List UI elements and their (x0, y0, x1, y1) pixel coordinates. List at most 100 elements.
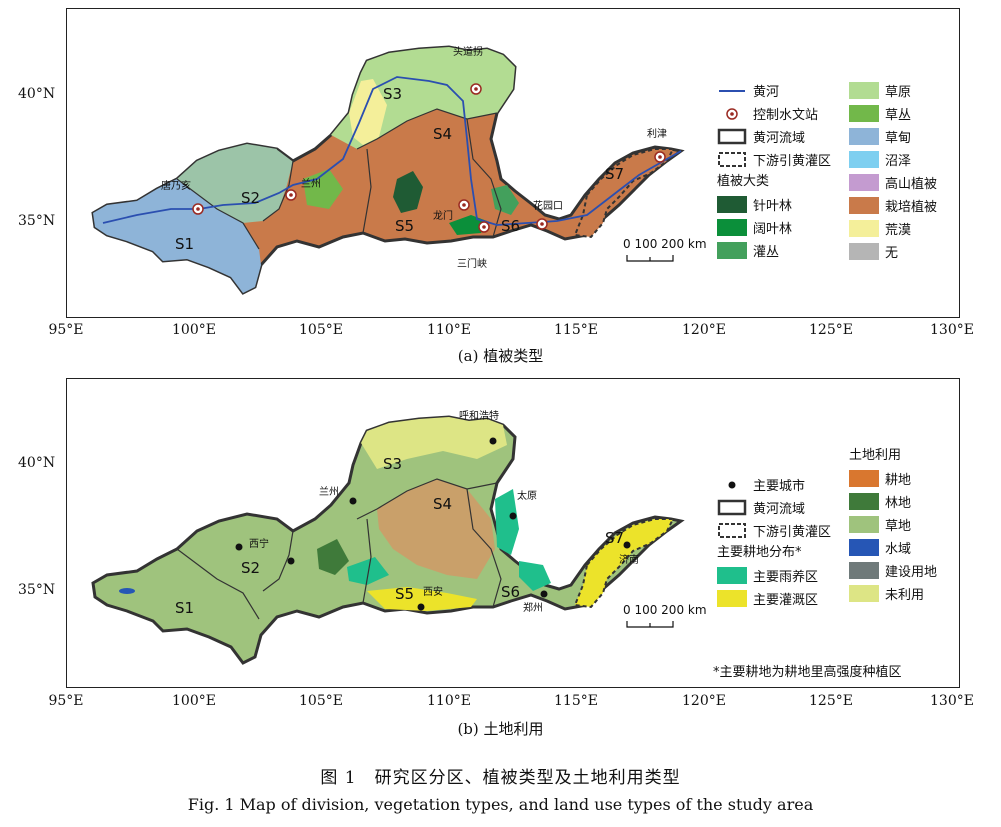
x-tick-label: 115°E (554, 693, 598, 709)
city-label: 呼和浩特 (459, 410, 499, 422)
scale-bar (626, 621, 674, 628)
figure-caption-en: Fig. 1 Map of division, vegetation types… (187, 795, 814, 814)
city-label: 太原 (517, 489, 537, 502)
panel-a-subtitle: (a) 植被类型 (457, 347, 544, 365)
legend-item-alpine: 高山植被 (849, 171, 937, 194)
station-label: 利津 (647, 128, 667, 140)
x-tick-label: 125°E (809, 322, 853, 338)
vegetation-map-svg: S1 S2 S3 S4 S5 S6 S7 唐乃亥 兰州 头道拐 龙门 三门峡 花… (91, 45, 685, 295)
city-dot (623, 541, 631, 549)
region-label-s4: S4 (433, 495, 452, 513)
legend-heading-cropland: 主要耕地分布* (717, 545, 802, 560)
city-dot (287, 557, 295, 565)
city-label: 西宁 (249, 537, 269, 550)
x-tick-label: 120°E (682, 693, 726, 709)
y-tick-label: 40°N (18, 86, 56, 102)
legend-heading-vegetation: 植被大类 (717, 174, 770, 189)
legend-item-grassland: 草地 (849, 513, 937, 536)
x-tick-label: 130°E (930, 322, 974, 338)
city-label: 兰州 (319, 485, 339, 498)
legend-heading-land-use: 土地利用 (849, 448, 902, 463)
legend-item-basin: 黄河流域 (717, 125, 831, 148)
legend-item-forest: 林地 (849, 490, 937, 513)
vegetation-legend-primary: 黄河 控制水文站 黄河流域 下游引黄灌区 植被大类 针叶林 阔叶林 灌丛 (717, 79, 831, 262)
city-dot (349, 497, 357, 505)
region-boundaries (176, 478, 502, 620)
region-label-s2: S2 (241, 189, 260, 207)
scale-bar (626, 255, 674, 262)
legend-item-grass: 草丛 (849, 102, 937, 125)
x-tick-label: 100°E (172, 322, 216, 338)
region-label-s3: S3 (383, 85, 402, 103)
city-dot (235, 543, 243, 551)
land-use-map-svg: S1 S2 S3 S4 S5 S6 S7 呼和浩特 兰州 太原 西宁 西安 郑州 (91, 410, 685, 665)
cropland-footnote: *主要耕地为耕地里高强度种植区 (713, 665, 902, 680)
city-label: 济南 (619, 553, 639, 566)
x-tick-label: 115°E (554, 322, 598, 338)
region-label-s2: S2 (241, 559, 260, 577)
region-label-s6: S6 (501, 583, 520, 601)
desert-zone (349, 79, 387, 145)
legend-item-irrigation: 下游引黄灌区 (717, 148, 831, 171)
water-body (119, 588, 135, 594)
region-label-s1: S1 (175, 235, 194, 253)
legend-item-broadleaf: 阔叶林 (717, 216, 831, 239)
region-label-s5: S5 (395, 217, 414, 235)
legend-item-irrigation: 下游引黄灌区 (717, 519, 831, 542)
region-boundaries (176, 108, 502, 250)
x-tick-label: 110°E (427, 693, 471, 709)
station-label: 龙门 (433, 209, 453, 222)
irrigation-zone-wei (367, 587, 477, 611)
city-dot (489, 437, 497, 445)
station-markers (192, 83, 666, 233)
station-label: 三门峡 (457, 257, 487, 270)
x-tick-label: 130°E (930, 693, 974, 709)
region-label-s1: S1 (175, 599, 194, 617)
legend-item-steppe: 草原 (849, 79, 937, 102)
unused-land-zone (361, 417, 507, 469)
y-tick-label: 35°N (18, 213, 56, 229)
land-use-legend-primary: 主要城市 黄河流域 下游引黄灌区 主要耕地分布* 主要雨养区 主要灌溉区 (717, 473, 831, 610)
grassland-zone-s2 (177, 144, 293, 223)
legend-item-marsh: 沼泽 (849, 148, 937, 171)
land-use-legend-secondary: 土地利用 耕地 林地 草地 水域 建设用地 未利用 (849, 445, 937, 605)
shrub-patch (491, 185, 519, 215)
legend-item-none: 无 (849, 240, 937, 263)
region-labels: S1 S2 S3 S4 S5 S6 S7 (175, 455, 624, 617)
vegetation-map-panel: S1 S2 S3 S4 S5 S6 S7 唐乃亥 兰州 头道拐 龙门 三门峡 花… (66, 8, 960, 318)
x-tick-label: 105°E (299, 693, 343, 709)
legend-item-river: 黄河 (719, 85, 780, 100)
legend-item-shrub: 灌丛 (717, 239, 831, 262)
legend-item-water: 水域 (849, 536, 937, 559)
forest-patch (393, 171, 423, 213)
legend-item-unused: 未利用 (849, 582, 937, 605)
x-tick-label: 110°E (427, 322, 471, 338)
station-label: 头道拐 (453, 45, 483, 58)
city-dot (540, 590, 548, 598)
cropland-zone (377, 479, 495, 579)
region-label-s7: S7 (605, 165, 624, 183)
city-label: 郑州 (523, 601, 543, 614)
meadow-zone (93, 179, 261, 293)
rainfed-zone (495, 489, 519, 555)
x-tick-label: 120°E (682, 322, 726, 338)
legend-item-desert: 荒漠 (849, 217, 937, 240)
station-label: 兰州 (301, 177, 321, 190)
rainfed-zone (519, 561, 551, 591)
scale-label: 0 100 200 km (623, 603, 707, 617)
yellow-river-line (102, 76, 682, 226)
irrigation-zone (573, 518, 675, 609)
region-label-s7: S7 (605, 529, 624, 547)
city-label: 西安 (423, 585, 443, 598)
region-label-s5: S5 (395, 585, 414, 603)
legend-item-cropland: 耕地 (849, 467, 937, 490)
region-labels: S1 S2 S3 S4 S5 S6 S7 (175, 85, 624, 253)
land-use-map-panel: S1 S2 S3 S4 S5 S6 S7 呼和浩特 兰州 太原 西宁 西安 郑州 (66, 378, 960, 688)
legend-item-cultivated: 栽培植被 (849, 194, 937, 217)
region-label-s6: S6 (501, 217, 520, 235)
x-tick-label: 95°E (48, 322, 84, 338)
panel-b-subtitle: (b) 土地利用 (457, 720, 544, 738)
station-label: 花园口 (533, 199, 563, 212)
x-tick-label: 105°E (299, 322, 343, 338)
figure-caption-zh: 图 1 研究区分区、植被类型及土地利用类型 (320, 768, 681, 788)
